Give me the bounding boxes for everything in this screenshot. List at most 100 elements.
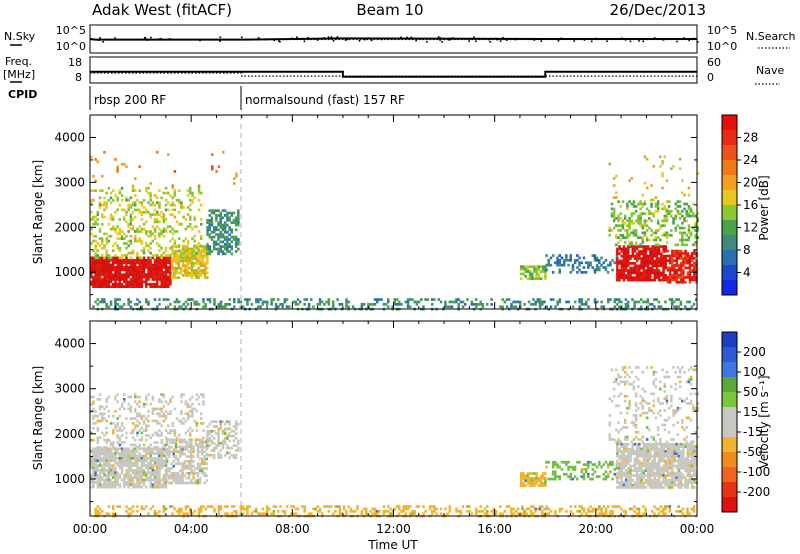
scatter-cell xyxy=(151,285,155,288)
scatter-cell xyxy=(630,177,633,180)
scatter-cell xyxy=(532,512,535,516)
scatter-cell xyxy=(197,274,200,277)
scatter-cell xyxy=(116,417,119,420)
scatter-cell xyxy=(142,507,146,511)
scatter-cell xyxy=(189,298,192,301)
scatter-cell xyxy=(160,273,163,276)
scatter-cell xyxy=(158,473,161,477)
scatter-cell xyxy=(351,305,355,309)
scatter-cell xyxy=(554,477,557,481)
scatter-cell xyxy=(198,467,202,470)
scatter-cell xyxy=(129,268,133,272)
scatter-cell xyxy=(228,451,231,455)
scatter-cell xyxy=(179,479,182,482)
scatter-cell xyxy=(147,434,150,437)
scatter-cell xyxy=(219,247,222,251)
scatter-cell xyxy=(125,481,128,484)
scatter-cell xyxy=(162,275,166,279)
scatter-cell xyxy=(221,441,225,445)
scatter-cell xyxy=(138,268,141,272)
scatter-cell xyxy=(675,249,678,253)
noise-speck xyxy=(642,40,644,43)
scatter-cell xyxy=(178,510,181,513)
scatter-cell xyxy=(624,257,628,260)
scatter-cell xyxy=(134,424,137,428)
scatter-cell xyxy=(90,218,93,221)
scatter-cell xyxy=(621,219,625,223)
scatter-cell xyxy=(153,270,157,274)
scatter-cell xyxy=(138,422,141,425)
scatter-cell xyxy=(624,471,628,475)
scatter-cell xyxy=(257,298,260,301)
scatter-cell xyxy=(142,429,146,432)
scatter-cell xyxy=(580,298,584,301)
scatter-cell xyxy=(411,512,414,516)
scatter-cell xyxy=(200,237,203,240)
scatter-cell xyxy=(192,262,196,265)
scatter-cell xyxy=(112,218,115,221)
scatter-cell xyxy=(638,442,641,446)
noise-speck xyxy=(330,36,333,38)
scatter-cell xyxy=(633,254,637,258)
scatter-cell xyxy=(131,431,135,435)
scatter-cell xyxy=(149,273,152,276)
scatter-cell xyxy=(615,236,618,239)
scatter-cell xyxy=(294,300,298,304)
scatter-cell xyxy=(635,457,639,460)
scatter-cell xyxy=(578,505,581,508)
scatter-cell xyxy=(105,461,108,465)
scatter-cell xyxy=(266,510,269,513)
scatter-cell xyxy=(681,209,684,213)
scatter-cell xyxy=(94,282,97,286)
scatter-cell xyxy=(118,305,122,309)
scatter-cell xyxy=(151,407,155,411)
scatter-cell xyxy=(140,466,144,470)
scatter-cell xyxy=(173,251,177,255)
scatter-cell xyxy=(411,298,414,301)
scatter-cell xyxy=(600,512,603,516)
scatter-cell xyxy=(96,457,100,460)
scatter-cell xyxy=(109,218,113,221)
scatter-cell xyxy=(109,278,113,281)
scatter-cell xyxy=(538,505,542,508)
scatter-cell xyxy=(210,218,214,222)
scatter-cell xyxy=(101,273,104,276)
scatter-cell xyxy=(116,478,119,482)
scatter-cell xyxy=(179,259,183,263)
scatter-cell xyxy=(203,457,206,461)
scatter-cell xyxy=(168,476,171,480)
scatter-cell xyxy=(169,203,172,207)
scatter-cell xyxy=(292,300,295,304)
scatter-cell xyxy=(101,414,104,418)
scatter-cell xyxy=(184,269,187,272)
scatter-cell xyxy=(646,478,650,482)
scatter-cell xyxy=(688,271,692,274)
scatter-cell xyxy=(98,282,102,286)
scatter-cell xyxy=(145,402,148,406)
scatter-cell xyxy=(692,212,695,215)
scatter-cell xyxy=(667,233,671,237)
scatter-cell xyxy=(688,278,692,282)
scatter-cell xyxy=(587,472,590,476)
scatter-cell xyxy=(134,261,137,264)
scatter-cell xyxy=(204,507,207,511)
scatter-cell xyxy=(645,229,649,232)
scatter-cell xyxy=(202,400,205,404)
scatter-cell xyxy=(531,477,534,480)
scatter-cell xyxy=(125,457,128,460)
scatter-cell xyxy=(174,445,178,449)
scatter-cell xyxy=(189,186,192,190)
scatter-cell xyxy=(140,438,144,442)
scatter-cell xyxy=(624,262,628,265)
scatter-cell xyxy=(613,261,616,265)
noise-speck xyxy=(381,38,383,41)
scatter-cell xyxy=(638,452,641,456)
scatter-cell xyxy=(164,400,168,404)
scatter-cell xyxy=(188,266,191,270)
scatter-cell xyxy=(665,241,669,244)
scatter-cell xyxy=(642,259,645,263)
scatter-cell xyxy=(651,250,654,253)
scatter-cell xyxy=(138,261,141,264)
scatter-cell xyxy=(696,229,699,232)
scatter-cell xyxy=(644,445,648,448)
